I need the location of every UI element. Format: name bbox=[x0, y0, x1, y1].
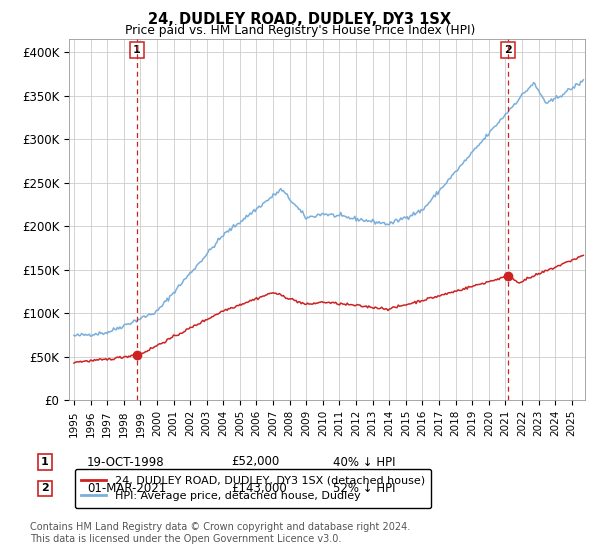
Text: 24, DUDLEY ROAD, DUDLEY, DY3 1SX: 24, DUDLEY ROAD, DUDLEY, DY3 1SX bbox=[148, 12, 452, 27]
Text: Contains HM Land Registry data © Crown copyright and database right 2024.
This d: Contains HM Land Registry data © Crown c… bbox=[30, 522, 410, 544]
Text: £52,000: £52,000 bbox=[231, 455, 279, 469]
Legend: 24, DUDLEY ROAD, DUDLEY, DY3 1SX (detached house), HPI: Average price, detached : 24, DUDLEY ROAD, DUDLEY, DY3 1SX (detach… bbox=[74, 469, 431, 508]
Text: 52% ↓ HPI: 52% ↓ HPI bbox=[333, 482, 395, 495]
Text: 01-MAR-2021: 01-MAR-2021 bbox=[87, 482, 166, 495]
Text: Price paid vs. HM Land Registry's House Price Index (HPI): Price paid vs. HM Land Registry's House … bbox=[125, 24, 475, 36]
Text: 19-OCT-1998: 19-OCT-1998 bbox=[87, 455, 164, 469]
Text: 2: 2 bbox=[505, 45, 512, 55]
Text: £143,000: £143,000 bbox=[231, 482, 287, 495]
Text: 1: 1 bbox=[41, 457, 49, 467]
Text: 1: 1 bbox=[133, 45, 141, 55]
Text: 2: 2 bbox=[41, 483, 49, 493]
Text: 40% ↓ HPI: 40% ↓ HPI bbox=[333, 455, 395, 469]
